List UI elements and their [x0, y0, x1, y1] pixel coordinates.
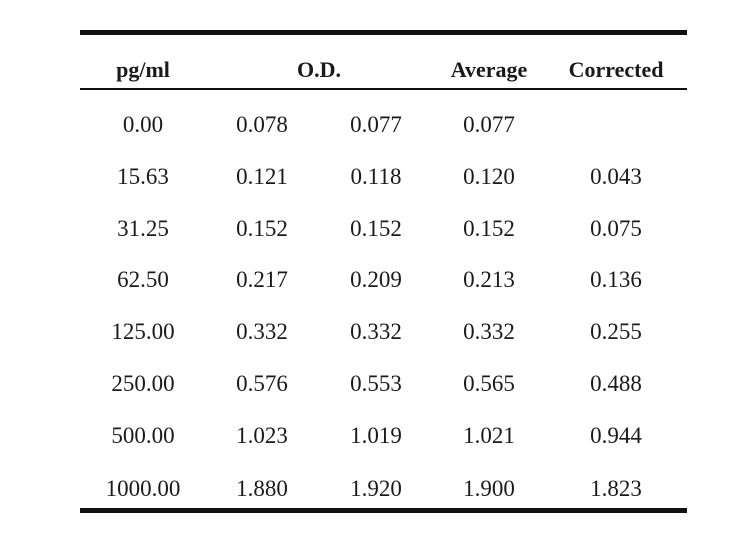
cell-corrected: 0.136: [590, 267, 642, 292]
cell-od1: 1.023: [236, 423, 288, 448]
cell-corrected: 0.255: [590, 319, 642, 344]
cell-corrected: 1.823: [590, 476, 642, 501]
cell-concentration: 500.00: [111, 423, 175, 448]
cell-od1: 0.332: [236, 319, 288, 344]
table-header-rule: [80, 88, 687, 90]
table-top-rule: [80, 30, 687, 35]
cell-od1: 0.078: [236, 112, 288, 137]
cell-concentration: 125.00: [111, 319, 175, 344]
cell-average: 1.900: [463, 476, 515, 501]
cell-average: 0.332: [463, 319, 515, 344]
cell-corrected: 0.075: [590, 216, 642, 241]
header-concentration: pg/ml: [116, 57, 170, 82]
cell-od1: 1.880: [236, 476, 288, 501]
cell-od2: 0.077: [350, 112, 402, 137]
cell-od2: 0.553: [350, 371, 402, 396]
cell-od1: 0.576: [236, 371, 288, 396]
cell-od2: 1.920: [350, 476, 402, 501]
cell-average: 0.152: [463, 216, 515, 241]
cell-od1: 0.217: [236, 267, 288, 292]
table-bottom-rule: [80, 508, 687, 513]
cell-concentration: 31.25: [117, 216, 169, 241]
header-corrected: Corrected: [568, 57, 664, 82]
cell-concentration: 62.50: [117, 267, 169, 292]
cell-od1: 0.121: [236, 164, 288, 189]
cell-od1: 0.152: [236, 216, 288, 241]
header-average: Average: [450, 57, 528, 82]
cell-od2: 0.152: [350, 216, 402, 241]
cell-average: 1.021: [463, 423, 515, 448]
cell-average: 0.120: [463, 164, 515, 189]
cell-corrected: 0.944: [590, 423, 642, 448]
cell-corrected: 0.043: [590, 164, 642, 189]
cell-od2: 0.209: [350, 267, 402, 292]
cell-concentration: 15.63: [117, 164, 169, 189]
cell-concentration: 1000.00: [105, 476, 181, 501]
cell-average: 0.213: [463, 267, 515, 292]
cell-average: 0.077: [463, 112, 515, 137]
cell-concentration: 250.00: [111, 371, 175, 396]
cell-od2: 0.118: [350, 164, 402, 189]
header-od: O.D.: [297, 57, 341, 82]
cell-od2: 0.332: [350, 319, 402, 344]
cell-average: 0.565: [463, 371, 515, 396]
cell-concentration: 0.00: [122, 112, 164, 137]
cell-corrected: 0.488: [590, 371, 642, 396]
cell-od2: 1.019: [350, 423, 402, 448]
